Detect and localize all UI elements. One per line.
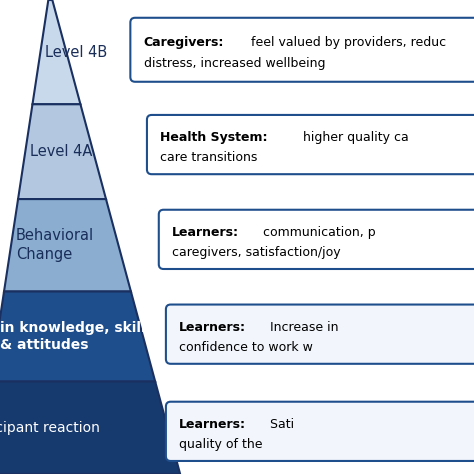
FancyBboxPatch shape [166, 402, 474, 461]
Text: Health System:: Health System: [160, 131, 268, 144]
Polygon shape [18, 104, 106, 199]
Text: Behavioral
Change: Behavioral Change [16, 228, 94, 262]
Text: caregivers, satisfaction/joy: caregivers, satisfaction/joy [172, 246, 341, 259]
Text: Increase in: Increase in [265, 321, 338, 334]
FancyBboxPatch shape [166, 305, 474, 364]
Text: Caregivers:: Caregivers: [144, 36, 224, 49]
FancyBboxPatch shape [130, 18, 474, 82]
Text: higher quality ca: higher quality ca [299, 131, 409, 144]
Text: ticipant reaction: ticipant reaction [0, 421, 100, 435]
Polygon shape [4, 199, 131, 292]
Text: Level 4B: Level 4B [45, 45, 108, 60]
Text: Learners:: Learners: [172, 226, 239, 239]
Text: in knowledge, skills
& attitudes: in knowledge, skills & attitudes [0, 321, 154, 352]
Text: Sati: Sati [265, 418, 294, 431]
Text: feel valued by providers, reduc: feel valued by providers, reduc [247, 36, 447, 49]
Text: communication, p: communication, p [258, 226, 375, 239]
Polygon shape [0, 382, 180, 474]
FancyBboxPatch shape [159, 210, 474, 269]
Polygon shape [0, 292, 155, 382]
Text: Learners:: Learners: [179, 418, 246, 431]
Text: Level 4A: Level 4A [30, 144, 92, 159]
Text: care transitions: care transitions [160, 151, 257, 164]
FancyBboxPatch shape [147, 115, 474, 174]
Text: confidence to work w: confidence to work w [179, 341, 313, 354]
Text: Learners:: Learners: [179, 321, 246, 334]
Text: distress, increased wellbeing: distress, increased wellbeing [144, 57, 325, 71]
Text: quality of the: quality of the [179, 438, 263, 451]
Polygon shape [33, 0, 81, 104]
